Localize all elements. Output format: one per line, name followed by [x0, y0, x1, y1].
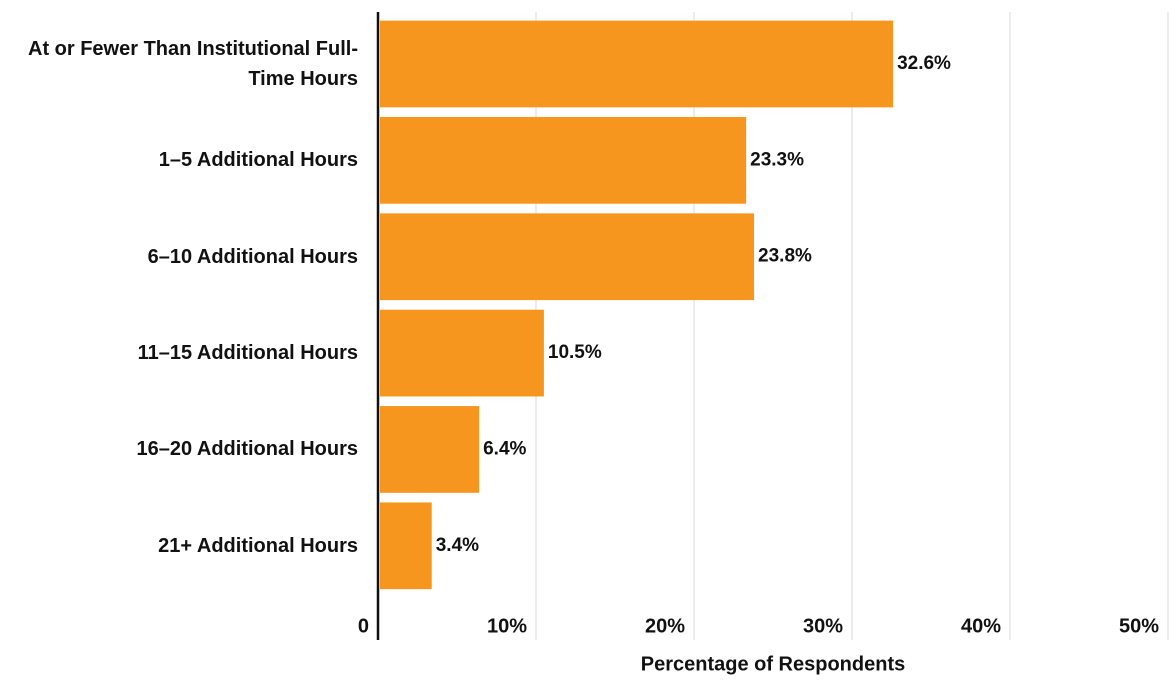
x-tick-label: 40%	[961, 615, 1001, 637]
x-axis-label: Percentage of Respondents	[641, 653, 906, 675]
bar	[380, 502, 432, 590]
value-label: 6.4%	[483, 438, 526, 459]
value-label: 23.3%	[750, 149, 804, 170]
x-tick-label: 30%	[803, 615, 843, 637]
value-label: 32.6%	[897, 53, 951, 74]
x-tick-label: 50%	[1119, 615, 1159, 637]
y-tick-label: 1–5 Additional Hours	[158, 149, 358, 172]
value-label: 10.5%	[548, 342, 602, 363]
y-tick-label: 6–10 Additional Hours	[147, 245, 358, 268]
x-tick-label: 20%	[645, 615, 685, 637]
value-label: 23.8%	[758, 246, 812, 267]
bar	[380, 116, 747, 204]
bar	[380, 20, 894, 108]
y-tick-label: 21+ Additional Hours	[158, 534, 358, 557]
y-tick-label: At or Fewer Than Institutional Full-Time…	[28, 37, 358, 90]
y-tick-label: 11–15 Additional Hours	[137, 342, 358, 365]
x-tick-label: 0	[358, 615, 369, 637]
x-tick-label: 10%	[487, 615, 527, 637]
y-tick-label: 16–20 Additional Hours	[136, 438, 358, 461]
bar	[380, 406, 480, 493]
value-label: 3.4%	[436, 535, 479, 556]
bar	[380, 309, 544, 397]
bar	[380, 213, 755, 301]
